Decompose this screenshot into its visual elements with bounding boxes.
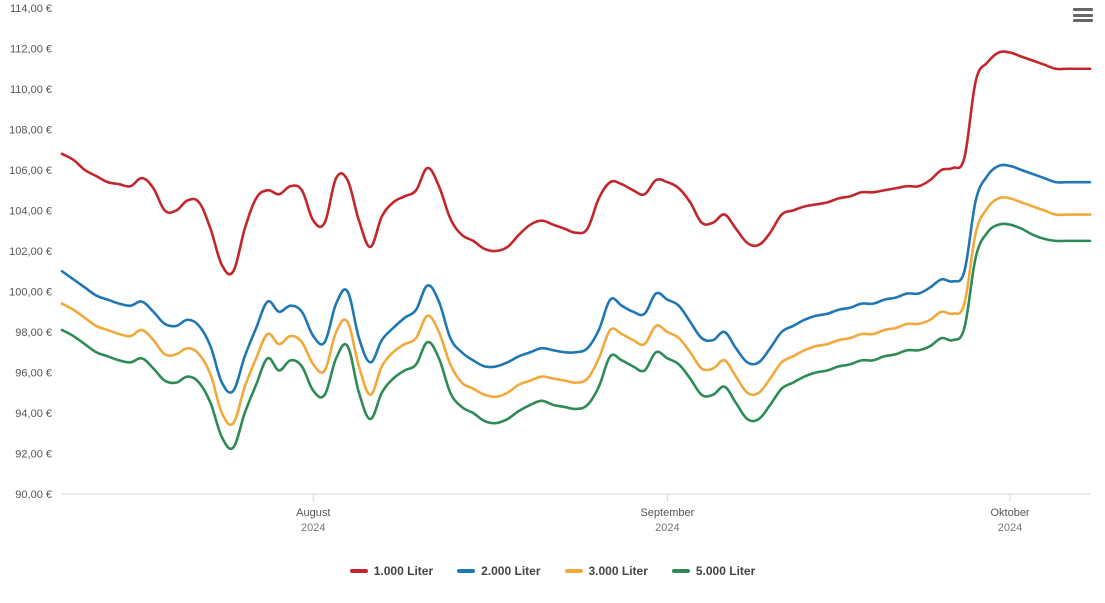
legend-swatch [350,569,368,573]
legend-label: 5.000 Liter [696,564,755,578]
svg-text:2024: 2024 [655,522,679,534]
svg-text:114,00 €: 114,00 € [10,3,52,15]
price-chart: 90,00 € 92,00 € 94,00 € 96,00 € 98,00 € 100,0… [0,0,1105,603]
svg-text:2024: 2024 [301,522,325,534]
chart-menu-button[interactable] [1071,4,1095,26]
svg-text:108,00 €: 108,00 € [9,125,52,137]
svg-text:90,00 €: 90,00 € [15,489,52,501]
legend-swatch [672,569,690,573]
svg-text:112,00 €: 112,00 € [10,44,52,56]
legend-item[interactable]: 5.000 Liter [672,564,755,578]
series-line[interactable] [62,52,1090,275]
svg-text:92,00 €: 92,00 € [15,449,52,461]
legend-label: 2.000 Liter [481,564,540,578]
svg-text:96,00 €: 96,00 € [15,368,52,380]
legend-item[interactable]: 3.000 Liter [565,564,648,578]
legend-item[interactable]: 2.000 Liter [457,564,540,578]
svg-text:September: September [640,507,694,519]
svg-text:Oktober: Oktober [990,507,1029,519]
legend: 1.000 Liter 2.000 Liter 3.000 Liter 5.000 L… [0,560,1105,578]
svg-text:110,00 €: 110,00 € [10,84,52,96]
svg-text:94,00 €: 94,00 € [15,408,52,420]
svg-text:98,00 €: 98,00 € [15,327,52,339]
svg-text:August: August [296,507,330,519]
series-line[interactable] [62,165,1090,393]
svg-text:106,00 €: 106,00 € [9,165,52,177]
legend-item[interactable]: 1.000 Liter [350,564,433,578]
legend-swatch [457,569,475,573]
svg-text:100,00 €: 100,00 € [9,287,52,299]
legend-label: 1.000 Liter [374,564,433,578]
legend-swatch [565,569,583,573]
legend-label: 3.000 Liter [589,564,648,578]
chart-canvas: 90,00 € 92,00 € 94,00 € 96,00 € 98,00 € 100,0… [0,0,1105,603]
svg-text:2024: 2024 [998,522,1022,534]
svg-text:104,00 €: 104,00 € [9,206,52,218]
series-line[interactable] [62,224,1090,449]
svg-text:102,00 €: 102,00 € [9,246,52,258]
series-line[interactable] [62,197,1090,424]
